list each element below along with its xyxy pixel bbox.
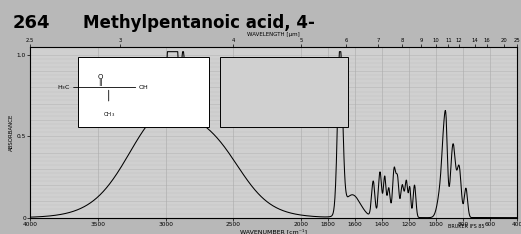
- X-axis label: WAVELENGTH [μm]: WAVELENGTH [μm]: [247, 32, 300, 37]
- X-axis label: WAVENUMBER [cm⁻¹]: WAVENUMBER [cm⁻¹]: [240, 228, 307, 234]
- Text: 264: 264: [13, 14, 51, 32]
- Text: OH: OH: [139, 85, 148, 90]
- Text: CH$_3$: CH$_3$: [103, 110, 115, 119]
- Text: Methylpentanoic acid, 4-: Methylpentanoic acid, 4-: [83, 14, 315, 32]
- Y-axis label: ABSORBANCE: ABSORBANCE: [9, 113, 14, 151]
- Text: $\mathregular{\|}$: $\mathregular{\|}$: [98, 77, 103, 88]
- Bar: [78, 57, 209, 127]
- Bar: [220, 57, 348, 127]
- Text: BRUKER IFS 85: BRUKER IFS 85: [448, 224, 485, 229]
- Text: H$_3$C: H$_3$C: [57, 83, 71, 92]
- Text: $\mathregular{O}$: $\mathregular{O}$: [97, 72, 104, 80]
